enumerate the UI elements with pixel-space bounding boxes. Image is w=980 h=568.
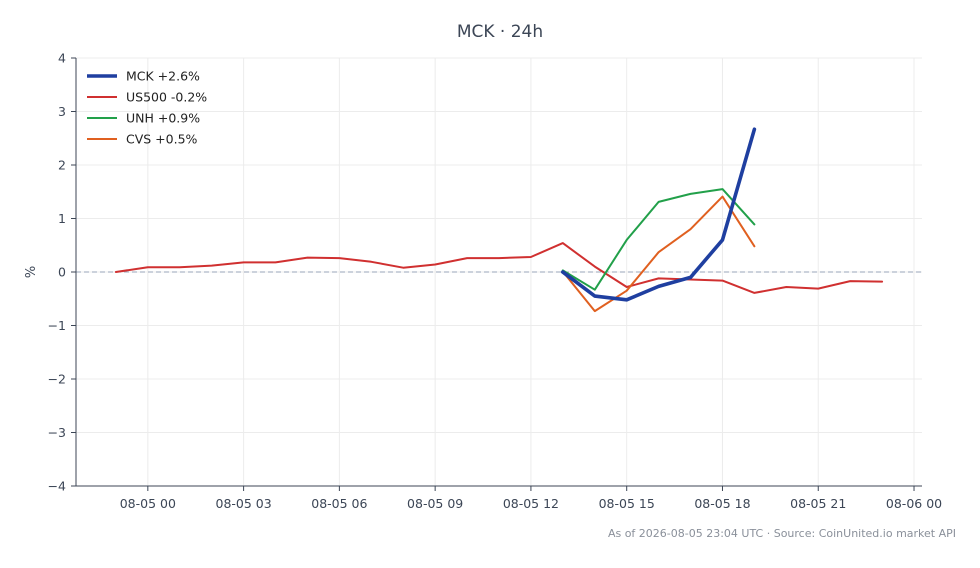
y-tick-label-4: 0: [58, 265, 66, 280]
series-line-3: [561, 195, 756, 313]
legend-label-3: CVS +0.5%: [126, 132, 198, 147]
series-layer: [114, 127, 884, 313]
x-tick-label-3: 08-05 09: [407, 496, 463, 511]
series-line-0: [560, 127, 757, 302]
y-axis-ticks: 4 3 2 1 0 −1 −2 −3 −4: [48, 51, 76, 494]
y-tick-label-8: −4: [48, 479, 66, 494]
x-tick-label-2: 08-05 06: [311, 496, 367, 511]
y-tick-label-0: 4: [58, 51, 66, 66]
y-tick-label-6: −2: [48, 372, 66, 387]
source-footnote: As of 2026-08-05 23:04 UTC · Source: Coi…: [608, 527, 956, 540]
series-line-1: [114, 242, 884, 294]
series-line-2: [561, 188, 756, 291]
x-axis-ticks: 08-05 00 08-05 03 08-05 06 08-05 09 08-05 12…: [120, 486, 942, 511]
x-tick-label-8: 08-06 00: [886, 496, 942, 511]
y-tick-label-7: −3: [48, 425, 66, 440]
x-tick-label-1: 08-05 03: [216, 496, 272, 511]
x-tick-label-4: 08-05 12: [503, 496, 559, 511]
legend-label-2: UNH +0.9%: [126, 111, 200, 126]
legend-label-1: US500 -0.2%: [126, 90, 207, 105]
y-tick-label-3: 1: [58, 211, 66, 226]
y-tick-label-5: −1: [48, 318, 66, 333]
legend-label-0: MCK +2.6%: [126, 69, 200, 84]
y-tick-label-1: 3: [58, 104, 66, 119]
x-tick-label-5: 08-05 15: [599, 496, 655, 511]
y-tick-label-2: 2: [58, 158, 66, 173]
x-tick-label-6: 08-05 18: [694, 496, 750, 511]
chart-title: MCK · 24h: [457, 22, 543, 42]
x-tick-label-0: 08-05 00: [120, 496, 176, 511]
legend: MCK +2.6% US500 -0.2% UNH +0.9% CVS +0.5%: [87, 69, 207, 147]
grid: [76, 57, 922, 487]
x-tick-label-7: 08-05 21: [790, 496, 846, 511]
y-axis-label: %: [24, 266, 39, 278]
